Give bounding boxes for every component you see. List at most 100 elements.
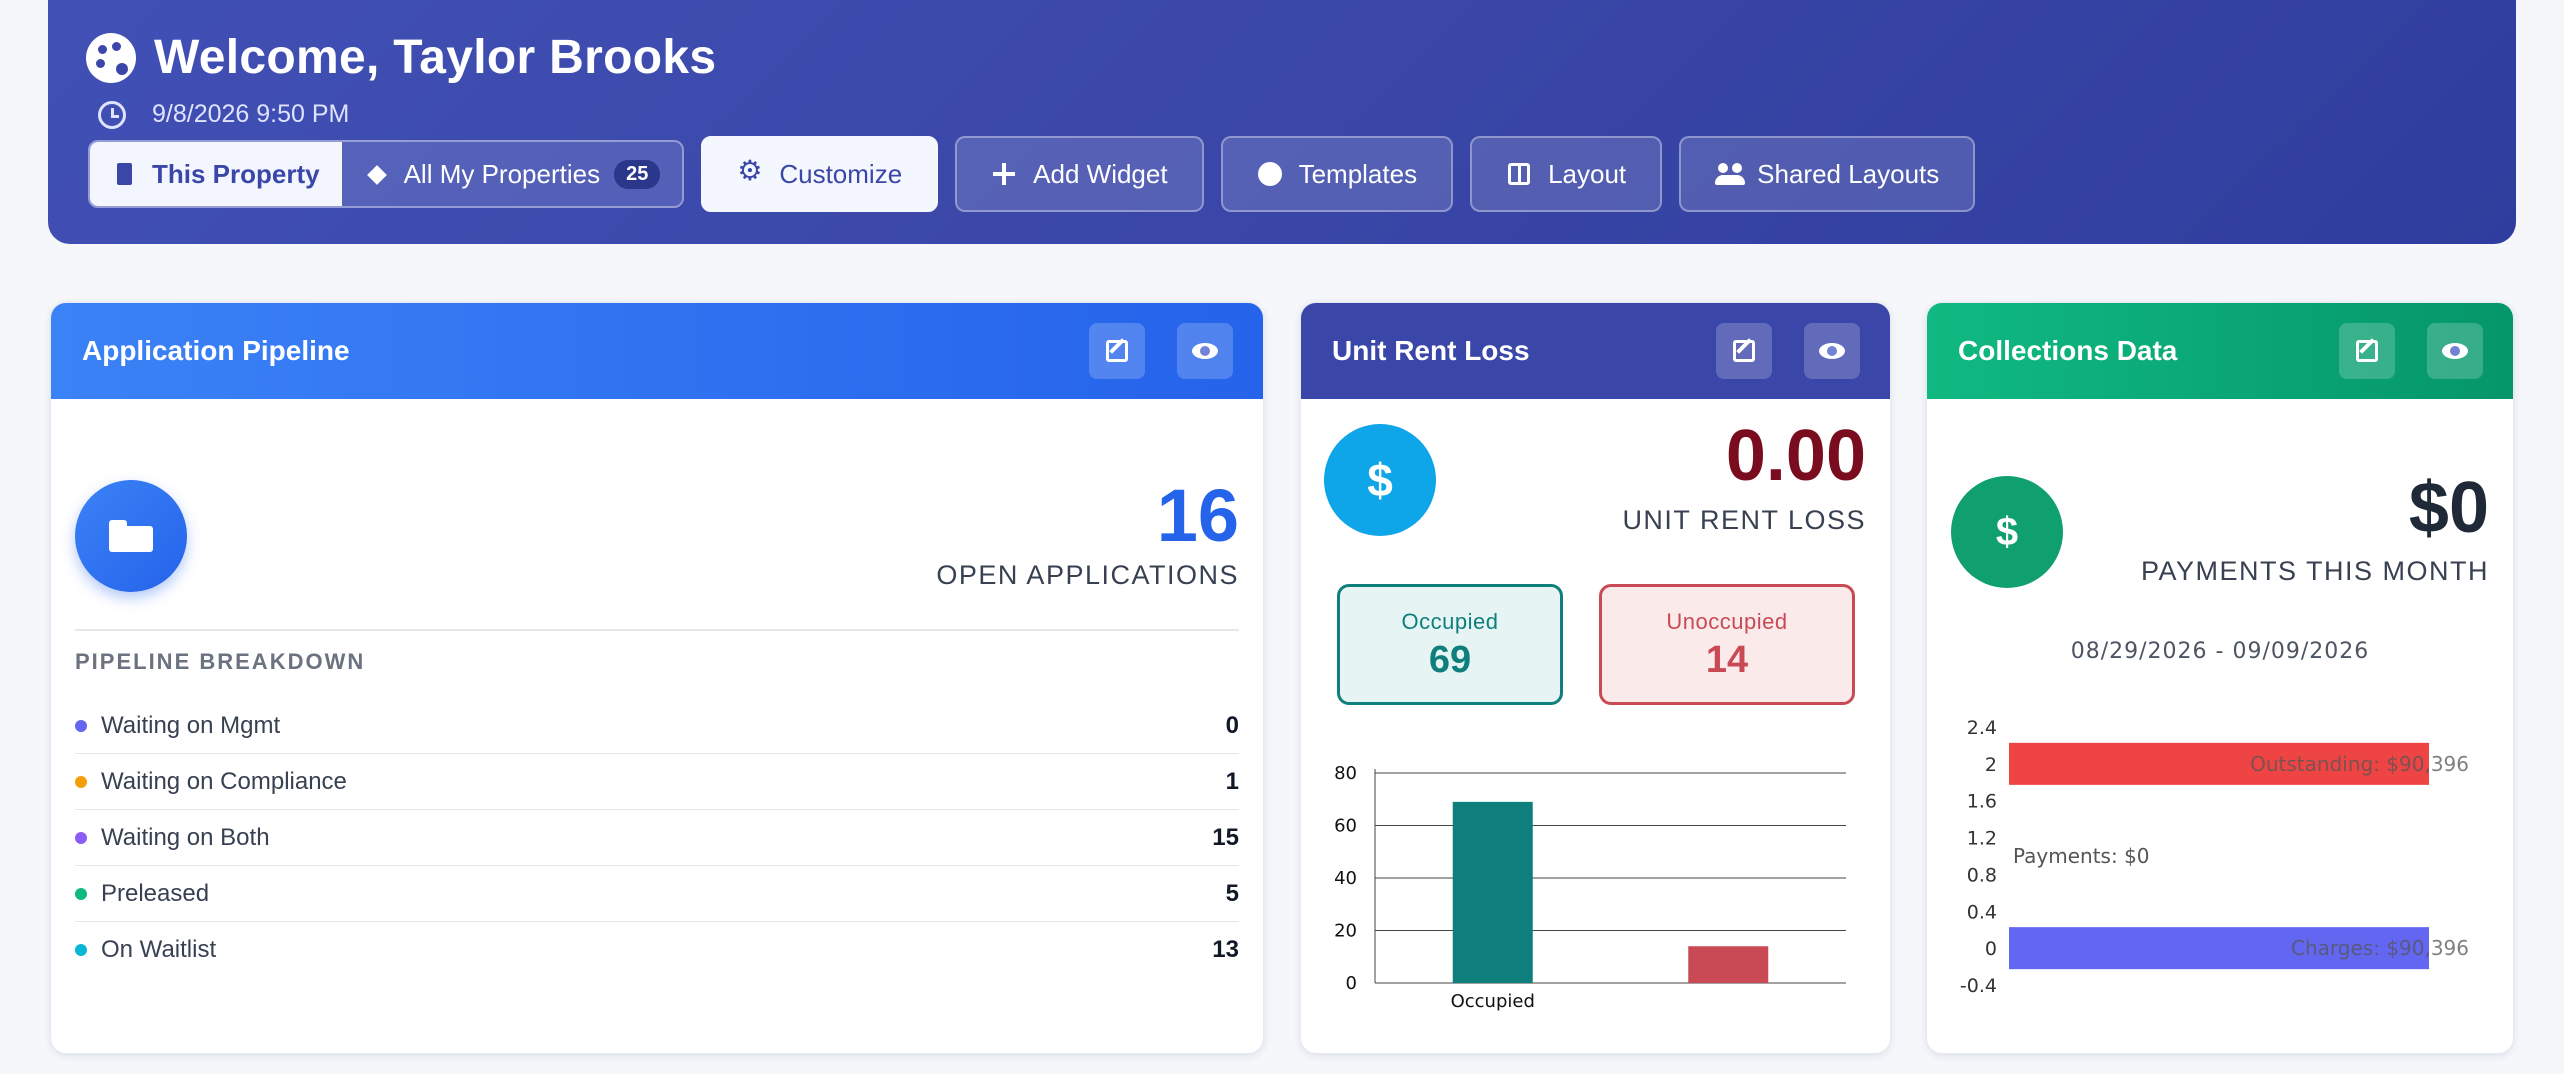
- breakdown-value: 5: [1225, 879, 1239, 907]
- breakdown-label-group: Preleased: [75, 880, 209, 908]
- customize-button[interactable]: Customize: [701, 136, 939, 212]
- current-datetime: 9/8/2026 9:50 PM: [152, 100, 350, 128]
- add-widget-label: Add Widget: [1033, 158, 1168, 189]
- y-tick-label: 0: [1985, 938, 1997, 960]
- status-dot: [75, 831, 87, 844]
- eye-icon: [1192, 343, 1218, 359]
- pipeline-breakdown-title: PIPELINE BREAKDOWN: [75, 649, 366, 674]
- unoccupied-value: 14: [1705, 639, 1749, 681]
- y-tick-label: 60: [1334, 816, 1357, 837]
- all-properties-button[interactable]: All My Properties 25: [341, 142, 683, 206]
- clock-icon: [98, 100, 126, 129]
- occupancy-bar-chart: 0 20 40 60 80 Occupied: [1334, 763, 1846, 1012]
- y-tick-label: 40: [1334, 868, 1357, 889]
- datetime-row: 9/8/2026 9:50 PM: [98, 100, 349, 129]
- this-property-label: This Property: [152, 158, 320, 189]
- collections-date-range: 08/29/2026 - 09/09/2026: [2070, 639, 2370, 664]
- edit-widget-button[interactable]: [1089, 323, 1145, 379]
- unit-rent-loss-label: UNIT RENT LOSS: [1622, 505, 1866, 535]
- customize-label: Customize: [779, 158, 903, 189]
- status-dot: [75, 719, 87, 732]
- open-applications-label: OPEN APPLICATIONS: [936, 560, 1239, 590]
- widget-header: Application Pipeline: [51, 303, 1263, 399]
- breakdown-label: Waiting on Compliance: [101, 767, 347, 795]
- toggle-visibility-button[interactable]: [2427, 323, 2483, 379]
- shared-layouts-button[interactable]: Shared Layouts: [1679, 136, 1976, 212]
- breakdown-value: 13: [1212, 936, 1239, 963]
- add-widget-button[interactable]: Add Widget: [955, 136, 1204, 212]
- y-tick-label: 2.4: [1967, 717, 1997, 739]
- bar-label: Outstanding: $90,396: [2250, 752, 2469, 776]
- breakdown-value: 0: [1225, 711, 1239, 739]
- title-row: Welcome, Taylor Brooks: [86, 30, 716, 85]
- eye-icon: [1819, 343, 1845, 359]
- hand-dollar-icon: $: [1951, 476, 2063, 588]
- eye-icon: [2442, 343, 2468, 359]
- payments-this-month-label: PAYMENTS THIS MONTH: [2140, 556, 2489, 586]
- layout-label: Layout: [1548, 158, 1627, 189]
- status-dot: [75, 887, 87, 900]
- widget-actions: [1716, 323, 1860, 379]
- pipeline-breakdown-list: Waiting on Mgmt 0 Waiting on Compliance 1 Wa…: [75, 698, 1239, 978]
- y-tick-label: -0.4: [1960, 975, 1997, 993]
- unoccupied-box: Unoccupied 14: [1599, 584, 1855, 705]
- shared-layouts-label: Shared Layouts: [1757, 158, 1940, 189]
- unoccupied-label: Unoccupied: [1666, 609, 1788, 634]
- breakdown-label-group: Waiting on Both: [75, 824, 270, 852]
- breakdown-label-group: Waiting on Compliance: [75, 768, 347, 796]
- widget-title: Application Pipeline: [82, 335, 350, 366]
- folder-open-icon: [109, 520, 153, 552]
- collections-bar-chart: 2.4 2 1.6 1.2 0.8 0.4 0 -0.4 Outstanding: $90,39…: [1960, 717, 2469, 993]
- x-tick-label: Occupied: [1451, 991, 1535, 1012]
- scope-toggle: This Property All My Properties 25: [88, 140, 685, 208]
- divider: [75, 629, 1239, 631]
- layers-icon: [364, 161, 390, 187]
- occupied-value: 69: [1428, 639, 1472, 681]
- toggle-visibility-button[interactable]: [1177, 323, 1233, 379]
- grid-icon: [1506, 161, 1532, 187]
- y-tick-label: 20: [1334, 921, 1357, 942]
- edit-icon: [1106, 340, 1128, 362]
- gears-icon: [737, 157, 763, 187]
- y-tick-label: 0: [1346, 973, 1357, 994]
- bar-label: Payments: $0: [2013, 844, 2150, 868]
- building-icon: [112, 161, 138, 187]
- y-tick-label: 1.2: [1967, 828, 1997, 850]
- edit-icon: [1733, 340, 1755, 362]
- horizontal-bar: [2009, 927, 2429, 970]
- occupied-label: Occupied: [1401, 609, 1499, 634]
- templates-button[interactable]: Templates: [1220, 136, 1454, 212]
- this-property-button[interactable]: This Property: [90, 142, 342, 206]
- breakdown-label: Preleased: [101, 879, 210, 907]
- bar-unoccupied: [1688, 946, 1769, 983]
- y-tick-label: 80: [1334, 763, 1357, 784]
- application-pipeline-widget: Application Pipeline 16 OPEN APPLICATION…: [50, 302, 1264, 1054]
- widget-actions: [1089, 323, 1233, 379]
- breakdown-label-group: Waiting on Mgmt: [75, 712, 280, 740]
- breakdown-label-group: On Waitlist: [75, 936, 216, 964]
- page-title: Welcome, Taylor Brooks: [154, 31, 717, 84]
- breakdown-value: 1: [1225, 767, 1239, 795]
- widget-title: Unit Rent Loss: [1332, 335, 1530, 366]
- edit-icon: [2356, 340, 2378, 362]
- dollar-icon: $: [1324, 424, 1436, 536]
- payments-this-month-value: $0: [2408, 468, 2489, 548]
- y-tick-label: 0.4: [1967, 901, 1997, 923]
- pipeline-breakdown-row: Waiting on Compliance 1: [75, 754, 1239, 810]
- breakdown-label: Waiting on Mgmt: [101, 711, 281, 739]
- layout-button[interactable]: Layout: [1470, 136, 1663, 212]
- edit-widget-button[interactable]: [1716, 323, 1772, 379]
- widget-header: Collections Data: [1927, 303, 2513, 399]
- breakdown-label: On Waitlist: [101, 936, 217, 963]
- toggle-visibility-button[interactable]: [1804, 323, 1860, 379]
- y-tick-label: 0.8: [1967, 864, 1997, 886]
- bar-label: Charges: $90,396: [2291, 936, 2469, 960]
- y-tick-label: 1.6: [1967, 791, 1997, 813]
- breakdown-label: Waiting on Both: [101, 823, 270, 851]
- folder-icon-circle: [75, 480, 187, 592]
- breakdown-value: 15: [1212, 823, 1239, 851]
- pipeline-breakdown-row: On Waitlist 13: [75, 922, 1239, 978]
- edit-widget-button[interactable]: [2339, 323, 2395, 379]
- palette-icon: [1257, 161, 1283, 187]
- all-properties-label: All My Properties: [403, 158, 601, 189]
